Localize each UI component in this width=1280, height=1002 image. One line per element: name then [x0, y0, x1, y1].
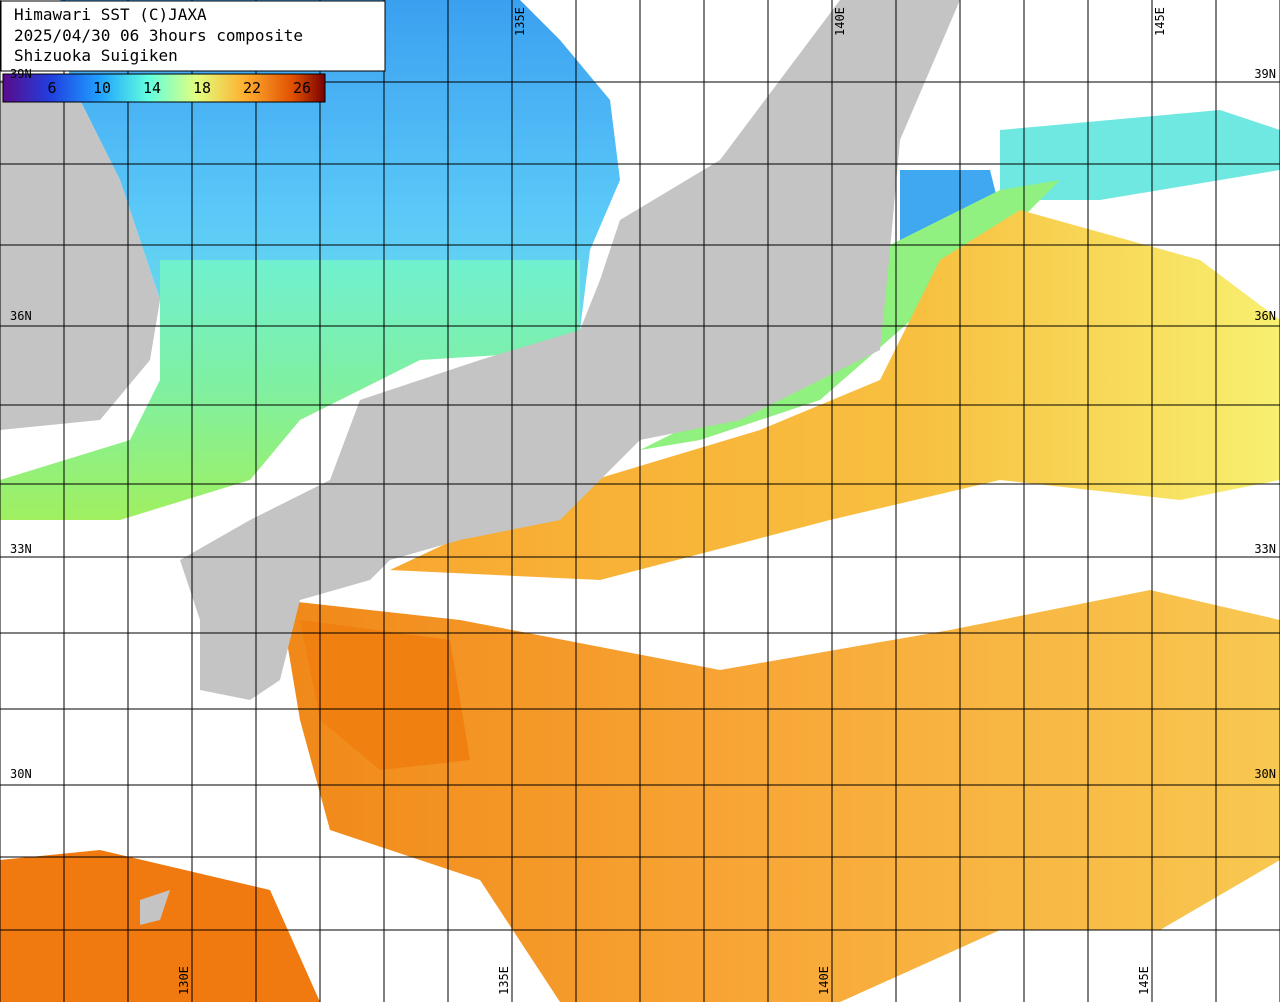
- colorbar-label: 10: [93, 79, 111, 97]
- header-line: Himawari SST (C)JAXA: [14, 5, 207, 24]
- latitude-label: 36N: [10, 309, 32, 323]
- longitude-label: 135E: [513, 7, 527, 36]
- land-japan: [180, 0, 960, 700]
- latitude-label: 39N: [10, 67, 32, 81]
- latitude-label: 33N: [1254, 542, 1276, 556]
- colorbar-label: 26: [293, 79, 311, 97]
- colorbar-label: 22: [243, 79, 261, 97]
- longitude-label: 140E: [817, 966, 831, 995]
- longitude-label: 135E: [497, 966, 511, 995]
- longitude-label: 145E: [1137, 966, 1151, 995]
- latitude-label: 39N: [1254, 67, 1276, 81]
- latitude-label: 36N: [1254, 309, 1276, 323]
- colorbar: [2, 73, 326, 103]
- header-line: 2025/04/30 06 3hours composite: [14, 26, 303, 45]
- header-box: [0, 0, 386, 72]
- land-island: [140, 890, 170, 925]
- colorbar-label: 6: [47, 79, 56, 97]
- latitude-label: 30N: [1254, 767, 1276, 781]
- longitude-label: 145E: [1153, 7, 1167, 36]
- longitude-label: 130E: [177, 966, 191, 995]
- header-line: Shizuoka Suigiken: [14, 46, 178, 65]
- latitude-labels: 39N 39N 36N 36N 33N 33N 30N 30N: [10, 67, 1276, 781]
- sea-warm-blob: [300, 620, 470, 770]
- latitude-label: 33N: [10, 542, 32, 556]
- sea-cool: [0, 260, 580, 520]
- sea-cyan: [1000, 110, 1280, 200]
- colorbar-labels: 6 10 14 18 22 26: [47, 79, 311, 97]
- longitude-labels: 130E 135E 135E 140E 140E 145E 145E: [177, 7, 1167, 995]
- land-korea: [0, 80, 160, 430]
- sea-warm-east: [390, 210, 1280, 580]
- sea-warm-south: [280, 590, 1280, 1002]
- colorbar-label: 14: [143, 79, 161, 97]
- latitude-label: 30N: [10, 767, 32, 781]
- colorbar-label: 18: [193, 79, 211, 97]
- longitude-label: 140E: [833, 7, 847, 36]
- sea-warm-southwest: [0, 850, 320, 1002]
